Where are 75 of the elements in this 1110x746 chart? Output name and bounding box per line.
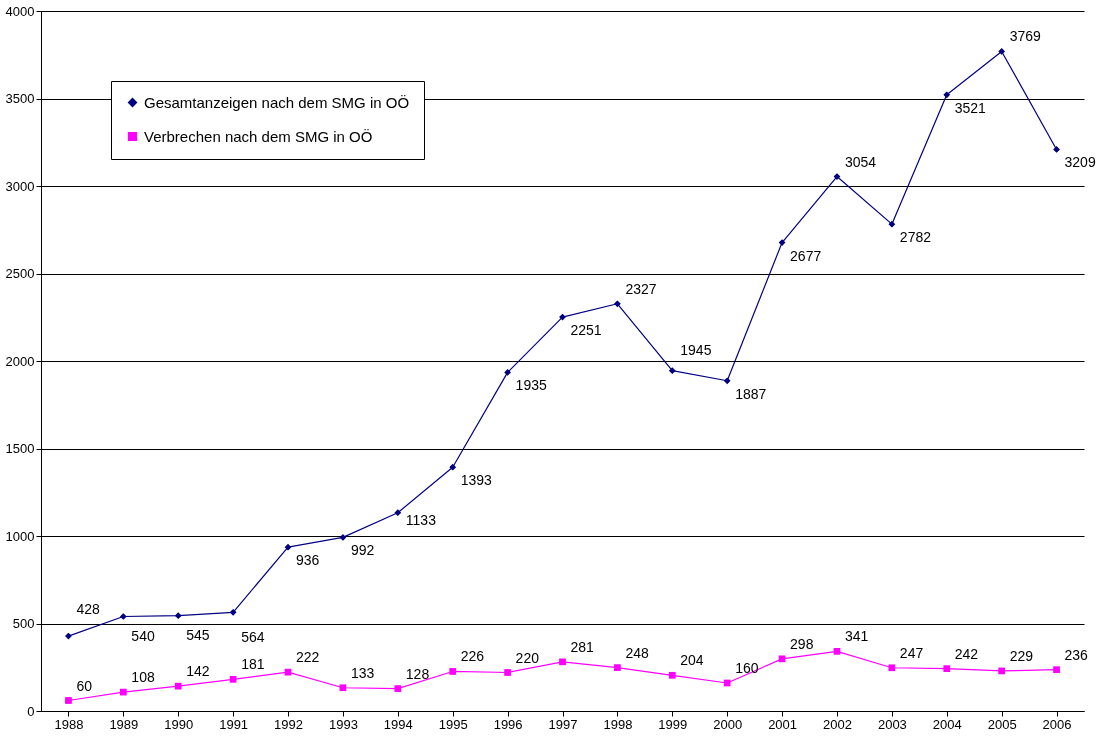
x-tick-label: 1988 <box>54 716 84 732</box>
x-tick-label: 1989 <box>109 716 139 732</box>
point <box>65 697 72 704</box>
data-label: 936 <box>296 552 320 569</box>
data-label: 1393 <box>460 472 493 489</box>
y-tick-label: 0 <box>27 703 35 719</box>
data-label: 564 <box>241 629 265 646</box>
legend-label: Verbrechen nach dem SMG in OÖ <box>144 127 373 145</box>
data-label: 236 <box>1064 646 1089 663</box>
x-tick-label: 1999 <box>658 716 688 732</box>
y-tick-label: 4000 <box>5 3 35 19</box>
data-label: 3054 <box>844 153 877 170</box>
y-tick-label: 1500 <box>5 441 35 456</box>
y-tick-label: 1000 <box>5 528 35 544</box>
data-label: 1133 <box>405 511 437 528</box>
data-label: 298 <box>790 635 814 652</box>
x-tick-label: 2004 <box>932 716 962 732</box>
y-tick-label: 500 <box>12 616 35 631</box>
y-tick-label: 2500 <box>5 266 35 281</box>
point <box>614 664 621 671</box>
data-label: 128 <box>405 665 430 682</box>
data-label: 1935 <box>515 377 547 394</box>
point <box>504 669 511 676</box>
data-label: 341 <box>844 628 869 645</box>
data-label: 220 <box>515 649 540 666</box>
data-label: 3209 <box>1064 154 1096 171</box>
x-tick-label: 1990 <box>164 716 194 732</box>
data-label: 3521 <box>954 99 987 116</box>
data-label: 2327 <box>625 280 657 297</box>
data-label: 540 <box>131 627 155 644</box>
point <box>504 369 511 376</box>
data-label: 992 <box>350 542 375 559</box>
data-label: 242 <box>954 645 979 662</box>
data-label: 229 <box>1009 647 1034 664</box>
data-label: 226 <box>460 648 485 665</box>
data-label: 3769 <box>1009 28 1042 45</box>
y-tick-label: 3500 <box>5 91 35 106</box>
x-tick-label: 1994 <box>383 716 413 732</box>
x-tick-label: 1998 <box>603 716 633 732</box>
data-label: 133 <box>350 664 375 681</box>
y-tick-label: 2000 <box>5 353 35 369</box>
data-label: 2677 <box>790 247 822 264</box>
data-label: 142 <box>186 663 210 680</box>
data-label: 545 <box>186 626 210 643</box>
data-label: 60 <box>76 677 93 694</box>
data-label: 281 <box>570 638 595 655</box>
x-tick-label: 1995 <box>438 716 468 732</box>
x-tick-label: 2000 <box>713 716 743 732</box>
data-label: 222 <box>296 649 320 666</box>
data-label: 2251 <box>570 322 602 339</box>
x-tick-label: 1991 <box>219 716 249 732</box>
data-label: 247 <box>899 644 924 661</box>
data-label: 1887 <box>735 385 767 402</box>
x-tick-label: 2002 <box>823 716 852 732</box>
data-label: 108 <box>131 669 155 686</box>
data-label: 160 <box>735 660 759 676</box>
x-tick-label: 1997 <box>548 716 578 732</box>
data-label: 428 <box>76 601 101 618</box>
x-tick-label: 2003 <box>877 716 907 732</box>
data-label: 1945 <box>680 341 712 358</box>
x-tick-label: 1992 <box>274 716 303 732</box>
point <box>998 48 1006 55</box>
x-tick-label: 2001 <box>768 716 798 732</box>
data-label: 204 <box>680 652 704 669</box>
data-label: 2782 <box>899 229 932 246</box>
x-tick-label: 2006 <box>1042 716 1072 732</box>
x-tick-label: 1993 <box>328 716 358 732</box>
x-tick-label: 2005 <box>987 716 1017 732</box>
point <box>119 613 127 620</box>
legend-label: Gesamtanzeigen nach dem SMG in OÖ <box>144 93 410 111</box>
x-tick-label: 1996 <box>493 716 523 732</box>
data-label: 181 <box>241 656 265 673</box>
y-tick-label: 3000 <box>5 178 35 194</box>
data-label: 248 <box>625 644 649 661</box>
point <box>1053 146 1060 153</box>
